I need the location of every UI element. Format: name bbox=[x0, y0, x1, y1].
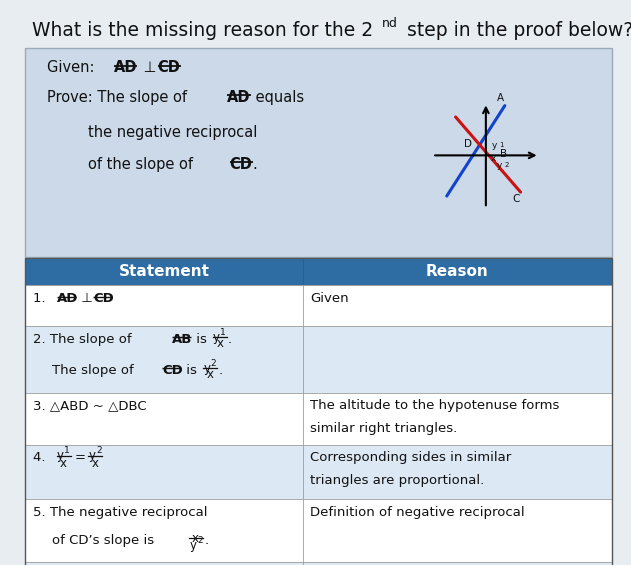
Text: y: y bbox=[203, 362, 210, 375]
Text: AD: AD bbox=[114, 60, 137, 76]
FancyBboxPatch shape bbox=[25, 285, 303, 326]
Text: CD: CD bbox=[162, 364, 183, 377]
Text: is: is bbox=[182, 364, 198, 377]
Text: the negative reciprocal: the negative reciprocal bbox=[88, 125, 257, 141]
FancyBboxPatch shape bbox=[303, 499, 612, 562]
FancyBboxPatch shape bbox=[25, 326, 303, 393]
FancyBboxPatch shape bbox=[303, 326, 612, 393]
Text: Statement: Statement bbox=[119, 264, 209, 279]
Text: AD: AD bbox=[227, 90, 251, 106]
Text: Definition of negative reciprocal: Definition of negative reciprocal bbox=[310, 506, 525, 519]
Text: y: y bbox=[213, 331, 220, 344]
Text: 5. The negative reciprocal: 5. The negative reciprocal bbox=[33, 506, 208, 519]
Text: ⊥: ⊥ bbox=[77, 292, 97, 305]
Text: 4.: 4. bbox=[33, 451, 50, 464]
Text: y: y bbox=[492, 141, 498, 150]
Text: y: y bbox=[497, 161, 503, 170]
FancyBboxPatch shape bbox=[25, 499, 303, 562]
Text: 2. The slope of: 2. The slope of bbox=[33, 333, 136, 346]
Text: x: x bbox=[207, 368, 214, 381]
Text: triangles are proportional.: triangles are proportional. bbox=[310, 474, 485, 487]
Text: A: A bbox=[497, 93, 504, 103]
Text: C: C bbox=[512, 194, 520, 204]
Text: 2: 2 bbox=[504, 162, 509, 168]
Text: similar right triangles.: similar right triangles. bbox=[310, 422, 457, 435]
Text: 1.: 1. bbox=[33, 292, 50, 305]
Text: .: . bbox=[218, 364, 223, 377]
FancyBboxPatch shape bbox=[303, 445, 612, 499]
Text: step in the proof below?: step in the proof below? bbox=[401, 21, 631, 41]
FancyBboxPatch shape bbox=[25, 562, 303, 565]
Text: .: . bbox=[252, 157, 257, 172]
Text: Corresponding sides in similar: Corresponding sides in similar bbox=[310, 451, 512, 464]
FancyBboxPatch shape bbox=[303, 285, 612, 326]
FancyBboxPatch shape bbox=[303, 562, 612, 565]
FancyBboxPatch shape bbox=[25, 445, 303, 499]
Text: 3. △ABD ~ △DBC: 3. △ABD ~ △DBC bbox=[33, 399, 146, 412]
Text: y: y bbox=[88, 449, 95, 462]
Text: Given: Given bbox=[310, 292, 349, 305]
Text: CD: CD bbox=[230, 157, 252, 172]
Text: 1: 1 bbox=[499, 142, 504, 148]
Text: =: = bbox=[74, 451, 85, 464]
FancyBboxPatch shape bbox=[25, 393, 303, 445]
Text: D: D bbox=[464, 139, 472, 149]
FancyBboxPatch shape bbox=[25, 258, 303, 285]
Text: 2: 2 bbox=[197, 536, 203, 545]
Text: AB: AB bbox=[172, 333, 192, 346]
Text: y: y bbox=[189, 539, 196, 552]
Text: nd: nd bbox=[382, 17, 398, 30]
Text: 2: 2 bbox=[96, 446, 102, 455]
Text: .: . bbox=[205, 534, 209, 547]
Text: x: x bbox=[60, 457, 67, 470]
Text: Prove: The slope of: Prove: The slope of bbox=[47, 90, 192, 106]
Text: 1: 1 bbox=[220, 328, 226, 337]
Text: .: . bbox=[228, 333, 232, 346]
Text: x: x bbox=[216, 337, 223, 350]
FancyBboxPatch shape bbox=[303, 258, 612, 285]
Text: of the slope of: of the slope of bbox=[88, 157, 198, 172]
Text: CD: CD bbox=[158, 60, 180, 76]
Text: y: y bbox=[57, 449, 64, 462]
Text: B: B bbox=[500, 149, 507, 159]
Text: Reason: Reason bbox=[426, 264, 489, 279]
Text: CD: CD bbox=[93, 292, 114, 305]
FancyBboxPatch shape bbox=[25, 48, 612, 257]
Text: Given:: Given: bbox=[47, 60, 100, 76]
Text: What is the missing reason for the 2: What is the missing reason for the 2 bbox=[32, 21, 373, 41]
Text: equals: equals bbox=[251, 90, 304, 106]
Text: ⊥: ⊥ bbox=[139, 60, 161, 76]
Text: is: is bbox=[192, 333, 208, 346]
Text: The altitude to the hypotenuse forms: The altitude to the hypotenuse forms bbox=[310, 399, 560, 412]
Text: x: x bbox=[491, 154, 497, 163]
Text: AD: AD bbox=[57, 292, 78, 305]
Text: x: x bbox=[191, 532, 198, 545]
Text: 2: 2 bbox=[211, 359, 216, 368]
FancyBboxPatch shape bbox=[303, 393, 612, 445]
Text: x: x bbox=[91, 457, 98, 470]
Text: The slope of: The slope of bbox=[52, 364, 138, 377]
Text: 1: 1 bbox=[64, 446, 70, 455]
Text: of CD’s slope is: of CD’s slope is bbox=[52, 534, 158, 547]
